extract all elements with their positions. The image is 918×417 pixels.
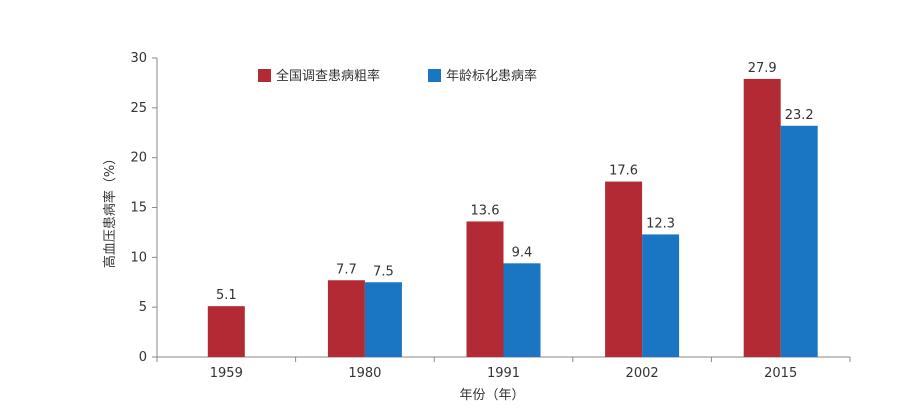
x-tick-label: 1959	[210, 366, 243, 381]
y-tick-label: 15	[130, 201, 147, 216]
legend-label-1: 全国调查患病粗率	[276, 68, 380, 84]
bar-series-2-2002	[642, 234, 680, 357]
legend-swatch-1	[258, 69, 271, 82]
data-label: 12.3	[646, 216, 675, 231]
x-tick-label: 1991	[487, 366, 520, 381]
y-tick-label: 25	[130, 101, 147, 116]
data-label: 9.4	[512, 245, 533, 260]
bars	[207, 78, 818, 358]
bar-series-1-2002	[605, 181, 643, 357]
bar-series-1-1959	[207, 306, 245, 357]
data-label: 7.7	[336, 262, 357, 277]
y-axis-label: 高血压患病率（%）	[102, 152, 118, 268]
legend-swatch-2	[428, 69, 441, 82]
bar-series-1-2015	[743, 78, 781, 358]
bar-series-2-1991	[503, 263, 541, 357]
bar-series-1-1980	[327, 280, 365, 357]
bar-series-1-1991	[466, 221, 504, 357]
x-tick-label: 1980	[348, 366, 381, 381]
y-ticks: 0 5 10 15 20 25 30	[130, 51, 157, 365]
data-label: 23.2	[785, 108, 814, 123]
x-tick-label: 2002	[626, 366, 659, 381]
data-label: 7.5	[373, 264, 394, 279]
data-label: 27.9	[748, 61, 777, 76]
data-labels: 5.1 7.7 7.5 13.6 9.4 17.6 12.3 27.9 23.2	[216, 61, 814, 303]
x-ticks: 1959 1980 1991 2002 2015	[156, 357, 851, 381]
legend-label-2: 年龄标化患病率	[446, 68, 537, 84]
y-tick-label: 30	[130, 51, 147, 66]
bar-series-2-2015	[780, 125, 818, 357]
data-label: 5.1	[216, 288, 237, 303]
y-tick-label: 10	[130, 250, 147, 265]
data-label: 13.6	[471, 203, 500, 218]
y-tick-label: 5	[139, 300, 147, 315]
legend: 全国调查患病粗率 年龄标化患病率	[258, 68, 537, 84]
y-tick-label: 0	[139, 350, 147, 365]
x-tick-label: 2015	[764, 366, 797, 381]
data-label: 17.6	[609, 164, 638, 179]
x-axis-label: 年份（年）	[459, 388, 524, 403]
y-tick-label: 20	[130, 151, 147, 166]
bar-series-2-1980	[364, 282, 402, 357]
